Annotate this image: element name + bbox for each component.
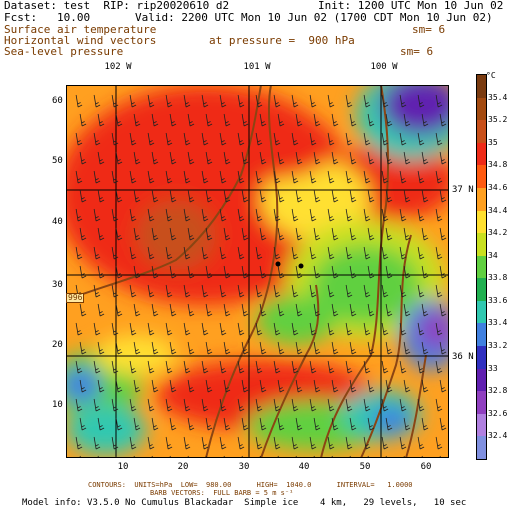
colorbar-segment <box>477 210 486 234</box>
colorbar-label: 32.6 <box>488 408 508 418</box>
field-temperature-smoothing: sm= 6 <box>412 23 446 36</box>
y-tick-40: 40 <box>52 217 63 227</box>
colorbar-label: 34 <box>488 250 498 260</box>
colorbar-label: 32.8 <box>488 386 508 396</box>
field-wind: Horizontal wind vectors <box>4 34 157 47</box>
field-wind-pressure: at pressure = 900 hPa <box>209 34 355 47</box>
isobar-label: 996 <box>66 293 85 303</box>
footer-contours: CONTOURS: UNITS=hPa LOW= 980.00 HIGH= 10… <box>88 481 413 489</box>
colorbar-segment <box>477 97 486 121</box>
colorbar-label: 33.8 <box>488 273 508 283</box>
colorbar-label: 33.6 <box>488 295 508 305</box>
colorbar-label: 32.4 <box>488 431 508 441</box>
colorbar-label: 33 <box>488 363 498 373</box>
colorbar-segment <box>477 165 486 189</box>
lat-label-37n: 37 N <box>452 185 474 195</box>
colorbar-segment <box>477 255 486 279</box>
field-pressure: Sea-level pressure <box>4 45 124 58</box>
colorbar-label: 35.2 <box>488 115 508 125</box>
colorbar-label: 35 <box>488 137 498 147</box>
colorbar-label: 34.2 <box>488 228 508 238</box>
x-tick-20: 20 <box>177 462 189 472</box>
lon-label-101w: 101 W <box>243 62 271 72</box>
colorbar-label: 35.4 <box>488 92 508 102</box>
colorbar-segment <box>477 142 486 166</box>
colorbar-label: 33.4 <box>488 318 508 328</box>
colorbar-segment <box>477 120 486 144</box>
colorbar-segment <box>477 436 486 460</box>
colorbar-segment <box>477 187 486 212</box>
x-tick-30: 30 <box>238 462 250 472</box>
forecast-hour: Fcst: 10.00 <box>4 11 91 24</box>
colorbar-segment <box>477 391 486 415</box>
y-tick-30: 30 <box>52 280 63 290</box>
footer-model-info: Model info: V3.5.0 No Cumulus Blackadar … <box>22 498 467 508</box>
init-time: Init: 1200 UTC Mon 10 Jun 02 <box>318 0 504 12</box>
colorbar-unit: °C <box>486 71 496 80</box>
field-temperature: Surface air temperature <box>4 23 157 36</box>
colorbar-segment <box>477 413 486 437</box>
x-tick-60: 60 <box>420 462 432 472</box>
colorbar-segment <box>477 368 486 392</box>
y-tick-60: 60 <box>52 96 63 106</box>
lat-label-36n: 36 N <box>452 352 474 362</box>
colorbar-label: 34.6 <box>488 182 508 192</box>
temperature-map <box>66 85 449 458</box>
colorbar-segment <box>477 346 486 370</box>
colorbar-label: 34.4 <box>488 205 508 215</box>
colorbar <box>476 74 487 460</box>
y-tick-50: 50 <box>52 156 63 166</box>
colorbar-label: 34.8 <box>488 160 508 170</box>
field-pressure-smoothing: sm= 6 <box>400 45 434 58</box>
colorbar-segment <box>477 300 486 324</box>
dataset-label: Dataset: test RIP: rip20020610 d2 <box>4 0 230 12</box>
colorbar-label: 33.2 <box>488 341 508 351</box>
x-tick-50: 50 <box>359 462 371 472</box>
footer-barbs: BARB VECTORS: FULL BARB = 5 m s⁻¹ <box>150 489 294 497</box>
lon-label-102w: 102 W <box>104 62 132 72</box>
lon-label-100w: 100 W <box>370 62 398 72</box>
colorbar-segment <box>477 278 486 302</box>
colorbar-segment <box>477 233 486 257</box>
y-tick-20: 20 <box>52 340 63 350</box>
colorbar-segment <box>477 75 486 99</box>
x-tick-10: 10 <box>117 462 129 472</box>
x-tick-40: 40 <box>298 462 310 472</box>
colorbar-segment <box>477 323 486 347</box>
valid-time: Valid: 2200 UTC Mon 10 Jun 02 (1700 CDT … <box>135 11 493 24</box>
y-tick-10: 10 <box>52 400 63 410</box>
